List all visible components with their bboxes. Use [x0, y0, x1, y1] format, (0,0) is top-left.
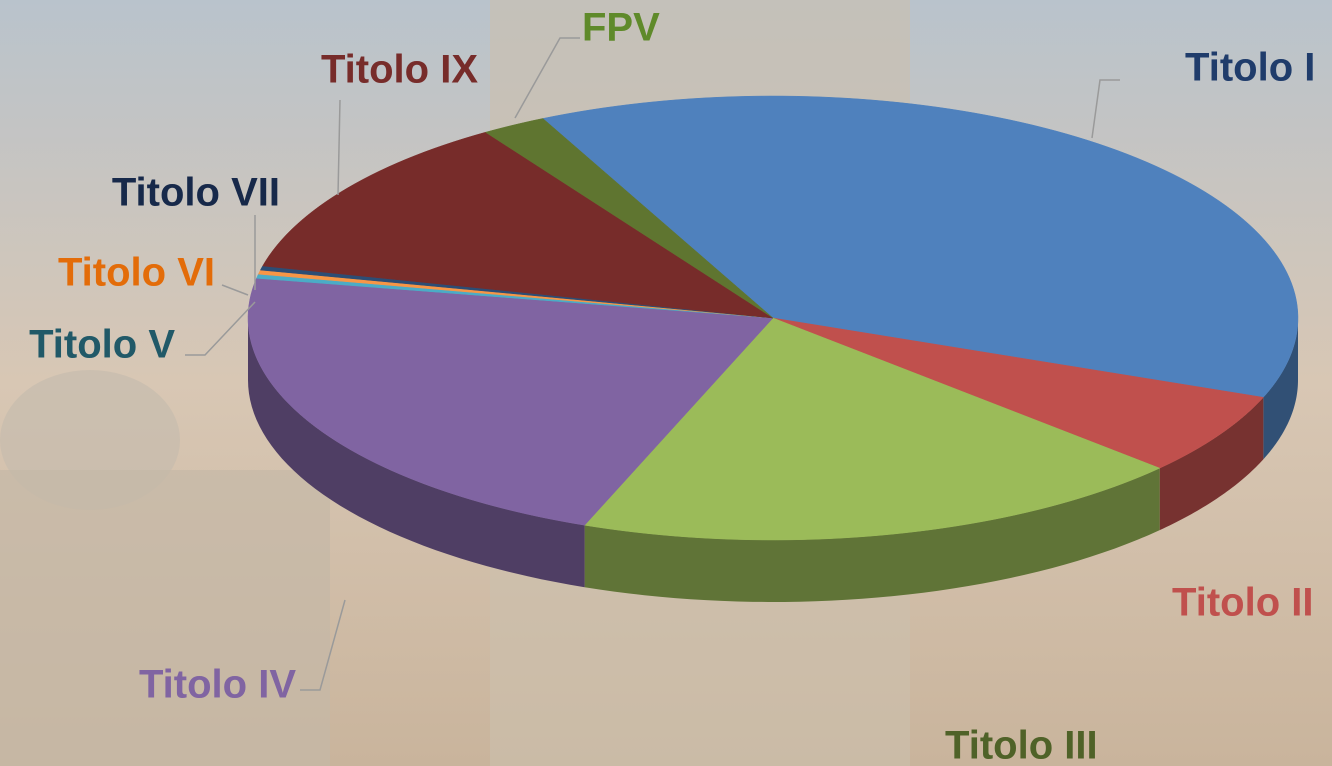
slice-label: Titolo IX: [321, 48, 478, 92]
chart: Titolo I Titolo II Titolo III Titolo IV Tito…: [0, 0, 1332, 766]
slice-label: Titolo V: [29, 323, 175, 367]
slice-label: Titolo VII: [112, 171, 280, 215]
slice-label: FPV: [582, 6, 660, 50]
pie: [248, 96, 1298, 602]
slice-label: Titolo III: [945, 724, 1098, 766]
slice-label: Titolo II: [1172, 581, 1313, 625]
slice-label: Titolo VI: [58, 251, 215, 295]
building-shape: [0, 470, 330, 766]
slice-label: Titolo I: [1185, 46, 1315, 90]
slice-label: Titolo IV: [139, 663, 296, 707]
